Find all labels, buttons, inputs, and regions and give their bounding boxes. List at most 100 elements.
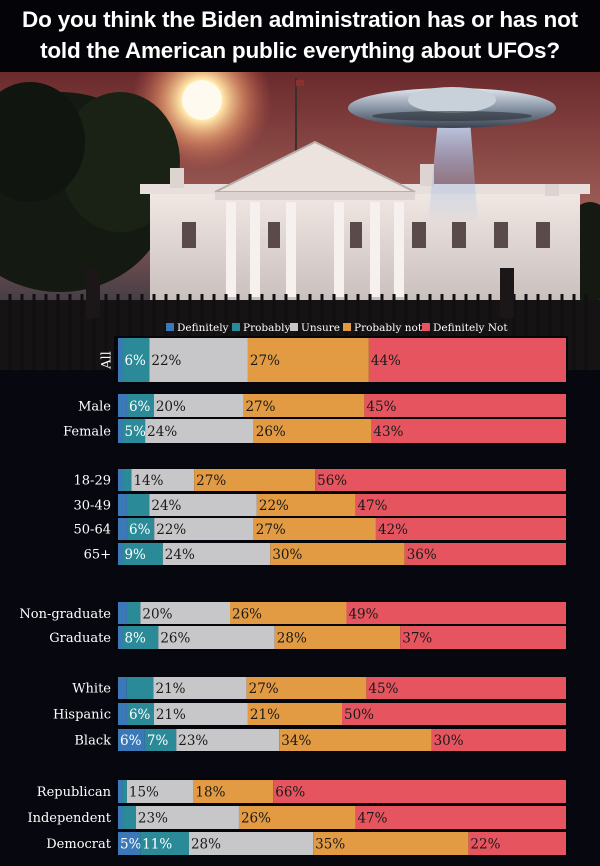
legend-swatch-definitely <box>166 323 174 331</box>
data-label-probably-not: 27% <box>196 473 226 489</box>
data-label-unsure: 24% <box>165 547 195 563</box>
bar-segment-probably-not <box>243 394 365 418</box>
data-label-definitely-not: 43% <box>373 424 403 440</box>
bar-segment-definitely <box>118 469 123 491</box>
category-label: Black <box>74 734 111 749</box>
bar-segment-probably <box>122 338 150 382</box>
bar-segment-definitely-not <box>404 543 566 565</box>
category-label: 30-49 <box>74 499 111 514</box>
bar-segment-probably <box>126 677 154 699</box>
category-label: Democrat <box>46 837 112 852</box>
bar-segment-definitely-not <box>366 677 566 699</box>
legend-swatch-probably-not <box>343 323 351 331</box>
bar-row-female: Female 5% 24% 26% 43% <box>63 417 568 445</box>
chart-rows: All 6% 22% 27% 44%Male 6% 20% 27% 45%Female 5% 24%… <box>19 336 568 857</box>
bar-segment-probably-not <box>194 469 316 491</box>
bar-segment-unsure <box>140 602 230 625</box>
bar-segment-probably-not <box>270 543 405 565</box>
data-label-unsure: 24% <box>147 424 177 440</box>
data-label-probably: 6% <box>129 707 151 723</box>
bar-segment-definitely-not <box>346 602 566 625</box>
data-label-definitely-not: 56% <box>317 473 347 489</box>
data-label-unsure: 21% <box>156 707 186 723</box>
data-label-definitely-not: 37% <box>402 631 432 647</box>
bar-segment-definitely-not <box>371 419 566 443</box>
data-label-definitely: 5% <box>120 837 142 853</box>
bar-segment-unsure <box>153 677 247 699</box>
bar-segment-probably-not <box>279 729 432 751</box>
data-label-definitely-not: 30% <box>434 733 464 749</box>
data-label-probably: 6% <box>124 353 146 369</box>
bar-segment-probably <box>122 543 163 565</box>
white-house-ufo-photo <box>0 72 600 370</box>
bar-segment-definitely-not <box>355 494 566 516</box>
legend-label-definitely-not: Definitely Not <box>433 322 508 334</box>
data-label-probably: 6% <box>129 399 151 415</box>
bar-row-all: All 6% 22% 27% 44% <box>100 336 568 384</box>
legend-label-unsure: Unsure <box>301 322 340 334</box>
data-label-probably-not: 21% <box>250 707 280 723</box>
bar-segment-definitely <box>118 626 123 649</box>
category-label: White <box>72 682 111 697</box>
data-label-probably: 7% <box>147 733 169 749</box>
bar-segment-probably <box>126 394 154 418</box>
category-label: All <box>100 351 115 370</box>
bar-segment-probably-not <box>246 677 367 699</box>
data-label-unsure: 24% <box>151 498 181 514</box>
bar-segment-definitely-not <box>400 626 566 649</box>
chart-legend: Definitely Probably Unsure Probably not Defi… <box>166 322 508 334</box>
bar-segment-definitely <box>118 703 127 725</box>
bar-segment-definitely <box>118 543 123 565</box>
bar-segment-probably <box>122 419 146 443</box>
data-label-definitely-not: 45% <box>366 399 396 415</box>
bar-segment-definitely <box>118 602 127 625</box>
category-label: Female <box>63 425 111 440</box>
data-label-unsure: 22% <box>156 522 186 538</box>
data-label-unsure: 20% <box>142 607 172 623</box>
bar-segment-definitely <box>118 494 127 516</box>
bar-row-black: Black 6% 7% 23% 34% 30% <box>74 727 568 753</box>
bar-segment-definitely-not <box>315 469 566 491</box>
data-label-probably: 5% <box>125 424 147 440</box>
bar-segment-definitely <box>118 338 123 382</box>
category-label: Independent <box>27 811 111 826</box>
bar-segment-definitely-not <box>375 518 566 540</box>
data-label-probably-not: 27% <box>245 399 275 415</box>
bar-row-white: White 21% 27% 45% <box>72 675 568 701</box>
data-label-unsure: 15% <box>129 785 159 801</box>
bar-segment-probably-not <box>253 518 376 540</box>
bar-segment-unsure <box>131 469 195 491</box>
bar-segment-probably <box>140 832 189 855</box>
bar-segment-definitely <box>118 419 123 443</box>
data-label-definitely-not: 36% <box>407 547 437 563</box>
data-label-definitely-not: 22% <box>470 837 500 853</box>
bar-segment-probably-not <box>238 806 356 829</box>
category-label: Republican <box>37 785 112 800</box>
legend-swatch-unsure <box>290 323 298 331</box>
bar-segment-definitely-not <box>368 338 566 382</box>
bar-row-graduate: Graduate 8% 26% 28% 37% <box>49 624 568 651</box>
legend-label-probably-not: Probably not <box>354 322 423 334</box>
bar-segment-definitely <box>118 518 128 540</box>
bar-segment-probably-not <box>230 602 347 625</box>
data-label-probably-not: 27% <box>249 681 279 697</box>
data-label-unsure: 21% <box>155 681 185 697</box>
data-label-definitely-not: 42% <box>378 522 408 538</box>
bar-segment-probably <box>122 626 159 649</box>
legend-swatch-definitely-not <box>422 323 430 331</box>
data-label-probably-not: 28% <box>277 631 307 647</box>
bar-segment-unsure <box>188 832 314 855</box>
bar-segment-unsure <box>176 729 280 751</box>
bar-segment-definitely-not <box>468 832 566 855</box>
category-label: 65+ <box>84 548 111 563</box>
data-label-unsure: 14% <box>133 473 163 489</box>
bar-segment-probably <box>122 469 132 491</box>
data-label-unsure: 22% <box>151 353 181 369</box>
data-label-definitely-not: 45% <box>368 681 398 697</box>
data-label-probably: 6% <box>129 522 151 538</box>
bar-segment-probably-not <box>313 832 469 855</box>
title-line-2: told the American public everything abou… <box>40 38 560 63</box>
data-label-definitely-not: 47% <box>357 811 387 827</box>
bar-segment-probably <box>144 729 177 751</box>
bar-segment-definitely <box>118 677 127 699</box>
